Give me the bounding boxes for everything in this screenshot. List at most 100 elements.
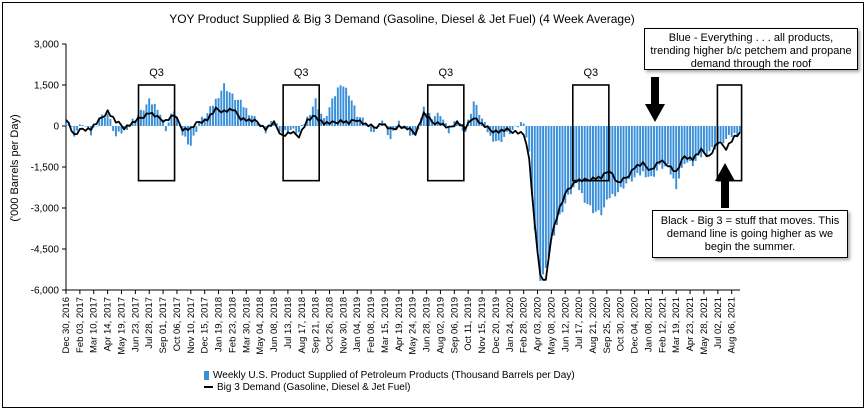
q3-label: Q3 (583, 67, 598, 79)
bar (273, 121, 275, 126)
x-tick-label: Sep 21, 2018 (311, 297, 322, 354)
bar (694, 126, 697, 161)
bar (134, 120, 137, 126)
bar (298, 126, 300, 133)
bar (447, 126, 450, 134)
bar (345, 87, 348, 126)
q3-annotations: Q3 Q3 Q3 Q3 (137, 67, 743, 182)
black-callout-text: Black - Big 3 = stuff that moves. This d… (660, 215, 840, 253)
bar (395, 126, 398, 130)
bar (483, 122, 486, 126)
bar (223, 83, 226, 126)
bar (353, 105, 356, 126)
q3-box (426, 84, 465, 182)
x-tick-label: May 28, 2021 (699, 297, 710, 355)
legend-swatch-bars (204, 370, 209, 380)
bar (722, 126, 725, 144)
bar (481, 118, 484, 126)
bar (597, 126, 600, 211)
bar (472, 101, 475, 126)
bar (586, 126, 589, 205)
bar (439, 116, 442, 126)
y-axis: 3,000 1,500 0 -1,500 -3,000 -4,500 -6,000 (31, 40, 67, 297)
bar (628, 126, 631, 180)
x-tick-label: Oct 26, 2018 (324, 297, 335, 351)
bar (569, 126, 572, 195)
bar (594, 126, 597, 212)
bar (669, 126, 672, 175)
bar (331, 98, 334, 126)
legend: Weekly U.S. Product Supplied of Petroleu… (204, 369, 575, 393)
y-axis-label: ('000 Barrels per Day) (9, 114, 21, 221)
chart-title: YOY Product Supplied & Big 3 Demand (Gas… (169, 12, 635, 26)
bar (614, 126, 617, 197)
bar (84, 126, 87, 127)
bar (636, 126, 639, 174)
bar (578, 126, 581, 191)
x-tick-label: Feb 08, 2019 (366, 297, 377, 353)
bar (661, 126, 664, 169)
bar (370, 126, 373, 132)
series-line (65, 106, 741, 281)
legend-item-bars: Weekly U.S. Product Supplied of Petroleu… (204, 369, 575, 381)
bar (237, 99, 239, 126)
bar (517, 126, 520, 128)
blue-callout-text: Blue - Everything . . . all products, tr… (650, 32, 852, 70)
bar (564, 126, 567, 204)
x-tick-label: Aug 02, 2019 (435, 297, 446, 354)
bar (275, 123, 278, 126)
x-tick-label: May 08, 2020 (546, 297, 557, 355)
bar (198, 121, 201, 126)
bar (378, 126, 381, 127)
x-tick-label: Mar 30, 2018 (241, 297, 252, 353)
x-tick-label: Sep 25, 2020 (602, 297, 613, 354)
x-tick-label: Jun 08, 2018 (269, 297, 280, 352)
y-tick-label: 1,500 (34, 81, 59, 92)
bar (200, 116, 203, 126)
bar (727, 126, 730, 135)
x-tick-label: Nov 10, 2017 (186, 297, 197, 354)
bar (428, 112, 431, 126)
bar (445, 123, 447, 126)
bar (644, 126, 647, 178)
bar (630, 126, 633, 182)
bar (151, 104, 153, 126)
bar (650, 126, 653, 177)
bar (278, 126, 281, 132)
x-tick-label: Mar 15, 2019 (380, 297, 391, 353)
bar (101, 114, 104, 126)
bar (542, 126, 545, 275)
x-tick-label: May 24, 2019 (408, 297, 419, 355)
bar (164, 126, 167, 132)
x-tick-label: Jul 17, 2020 (574, 297, 585, 349)
bar (680, 126, 683, 168)
bar (117, 126, 120, 132)
x-tick-label: Jan 19, 2018 (214, 297, 225, 352)
x-tick-label: Feb 23, 2018 (227, 297, 238, 353)
bar (336, 87, 339, 126)
bar (555, 126, 558, 226)
x-tick-label: Feb 03, 2017 (75, 297, 86, 353)
bar (112, 126, 115, 131)
bar (611, 126, 614, 195)
bar (492, 126, 495, 142)
bar (314, 98, 317, 126)
bar (708, 126, 711, 152)
bar (73, 126, 76, 137)
bar (561, 126, 564, 213)
x-tick-label: Apr 19, 2019 (394, 297, 405, 351)
bar (622, 126, 625, 189)
bar (575, 126, 578, 181)
x-tick-label: Mar 10, 2017 (89, 297, 100, 353)
x-tick-label: Jan 24, 2020 (505, 297, 516, 352)
legend-label-bars: Weekly U.S. Product Supplied of Petroleu… (213, 369, 575, 381)
bar (239, 99, 242, 126)
bar (658, 126, 661, 165)
bar (580, 126, 583, 194)
bar (361, 117, 364, 126)
bar (292, 126, 295, 129)
y-tick-label: 0 (53, 122, 59, 133)
bar (103, 117, 106, 126)
bar (195, 126, 198, 133)
bar (220, 90, 223, 126)
